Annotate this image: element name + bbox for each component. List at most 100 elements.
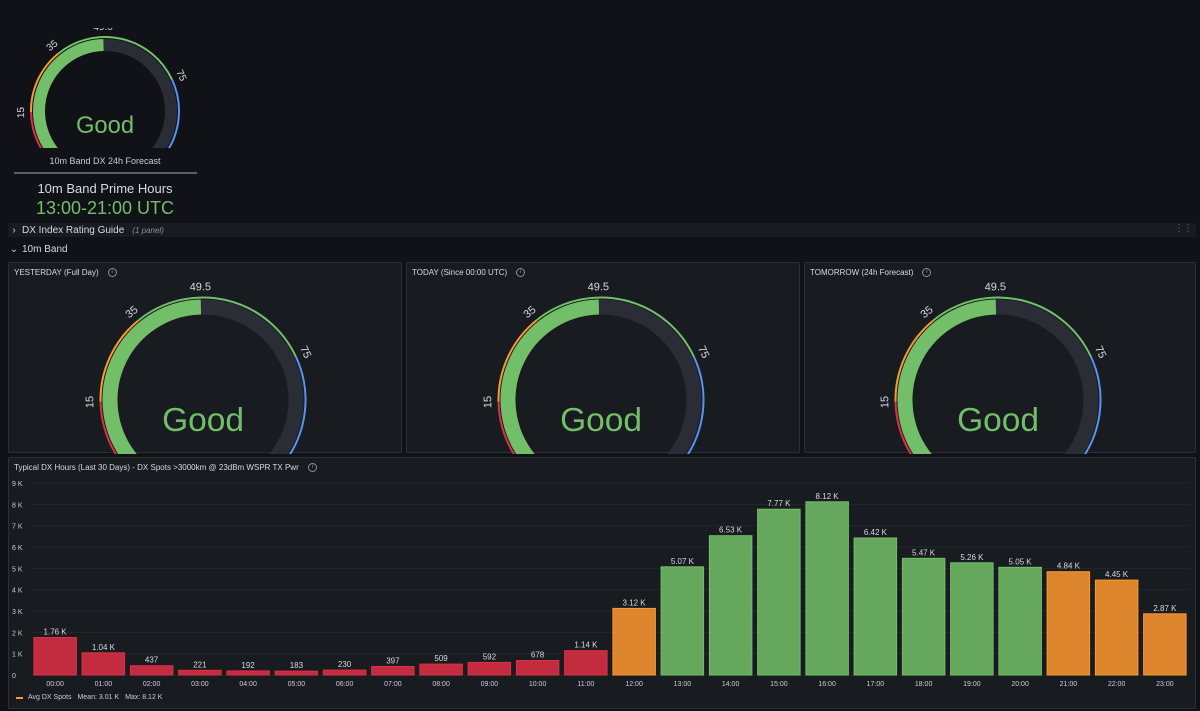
gauge-tick-label: 75: [297, 344, 313, 360]
bar-07:00[interactable]: [371, 666, 415, 676]
gauge-threshold-2: [137, 296, 297, 358]
x-tick-label: 13:00: [674, 681, 692, 688]
x-tick-label: 02:00: [143, 681, 161, 688]
chart-legend[interactable]: Avg DX Spots Mean: 3.01 K Max: 8.12 K: [16, 694, 162, 701]
x-tick-label: 08:00: [432, 681, 450, 688]
bar-11:00[interactable]: [564, 650, 608, 676]
gauge-threshold-3: [1083, 356, 1102, 454]
bar-13:00[interactable]: [660, 566, 705, 676]
row-title: 10m Band: [22, 243, 68, 255]
gauge-tick-label: 49.5: [93, 28, 113, 33]
bar-19:00[interactable]: [950, 562, 994, 676]
legend-max: Max: 8.12 K: [125, 694, 163, 701]
divider: [14, 172, 197, 174]
y-tick-label: 9 K: [12, 481, 23, 488]
gauge-tick-label: 35: [918, 304, 935, 321]
gauge-tick-label: 35: [521, 304, 538, 321]
row-panel-count: (1 panel): [132, 225, 164, 235]
y-tick-label: 8 K: [12, 502, 23, 509]
gauge-tick-label: 15: [879, 396, 891, 408]
gauge-tick-label: 75: [695, 344, 711, 360]
chevron-right-icon: ›: [12, 224, 16, 236]
bar-03:00[interactable]: [178, 669, 222, 676]
gauge-threshold-3: [167, 79, 180, 148]
gauge-status: Good: [76, 112, 134, 139]
bar-value-label: 6.42 K: [864, 528, 888, 537]
chart-title: Typical DX Hours (Last 30 Days) - DX Spo…: [14, 463, 299, 472]
bar-value-label: 221: [193, 660, 207, 669]
gauge-threshold-2: [932, 296, 1092, 358]
info-icon[interactable]: i: [922, 268, 932, 277]
legend-swatch: [16, 696, 23, 699]
bar-value-label: 1.04 K: [92, 643, 116, 652]
bar-21:00[interactable]: [1046, 571, 1091, 676]
bar-14:00[interactable]: [708, 535, 753, 676]
bar-15:00[interactable]: [757, 508, 801, 676]
bar-04:00[interactable]: [226, 670, 270, 676]
row-10m-band[interactable]: ⌄ 10m Band: [8, 242, 1196, 256]
panel-tomorrow[interactable]: TOMORROW (24h Forecast)i 0153549.575100G…: [804, 262, 1196, 454]
bar-20:00[interactable]: [998, 566, 1042, 676]
bar-value-label: 678: [531, 651, 545, 660]
gauge-status: Good: [162, 402, 244, 439]
bar-06:00[interactable]: [322, 669, 367, 676]
gauge-today: 0153549.575100Good: [482, 281, 711, 454]
gauge-tick-label: 15: [482, 396, 494, 408]
panel-dx-hours-chart[interactable]: Typical DX Hours (Last 30 Days) - DX Spo…: [8, 457, 1196, 709]
x-tick-label: 05:00: [288, 681, 306, 688]
y-tick-label: 3 K: [12, 609, 23, 616]
x-tick-label: 21:00: [1060, 681, 1078, 688]
bar-chart: 0 1 K 2 K 3 K 4 K 5 K 6 K 7 K 8 K 9 K 1.76 K 00:00 1…: [12, 481, 1189, 688]
y-tick-label: 0: [12, 673, 16, 680]
gauge-value-arc: [897, 299, 997, 454]
bar-value-label: 8.12 K: [816, 492, 840, 501]
y-tick-label: 1 K: [12, 652, 23, 659]
bar-17:00[interactable]: [853, 537, 898, 676]
x-tick-label: 18:00: [915, 681, 933, 688]
bar-value-label: 437: [145, 656, 159, 665]
panel-yesterday[interactable]: YESTERDAY (Full Day) i 0153549.575100Good: [8, 262, 402, 454]
bar-16:00[interactable]: [805, 501, 849, 676]
x-tick-label: 22:00: [1108, 681, 1126, 688]
x-tick-label: 04:00: [239, 681, 257, 688]
gauge-tick-label: 35: [123, 304, 140, 321]
bar-08:00[interactable]: [419, 663, 463, 676]
x-tick-label: 06:00: [336, 681, 354, 688]
x-tick-label: 09:00: [481, 681, 499, 688]
info-icon[interactable]: i: [516, 268, 526, 277]
bar-05:00[interactable]: [274, 670, 319, 676]
bar-22:00[interactable]: [1094, 579, 1139, 676]
chevron-down-icon: ⌄: [9, 243, 19, 255]
panel-title: TOMORROW (24h Forecast): [810, 268, 914, 277]
x-tick-label: 00:00: [46, 681, 64, 688]
bar-value-label: 4.84 K: [1057, 562, 1081, 571]
gauge-threshold-3: [686, 356, 705, 454]
gauge-status: Good: [560, 402, 642, 439]
gauge-threshold-2: [57, 36, 173, 81]
bar-09:00[interactable]: [467, 661, 512, 676]
bar-value-label: 509: [434, 654, 448, 663]
row-dx-index-rating-guide[interactable]: › DX Index Rating Guide (1 panel) ⋮⋮: [8, 223, 1196, 237]
gauge-tick-label: 75: [1092, 344, 1108, 360]
gauge-threshold-3: [288, 356, 307, 454]
info-icon[interactable]: i: [107, 268, 117, 277]
x-tick-label: 17:00: [867, 681, 885, 688]
forecast-gauge-caption: 10m Band DX 24h Forecast: [49, 156, 161, 166]
bar-02:00[interactable]: [129, 665, 174, 676]
gauge-yesterday: 0153549.575100Good: [84, 281, 313, 454]
bar-value-label: 1.14 K: [574, 641, 598, 650]
bar-01:00[interactable]: [81, 652, 126, 676]
bar-value-label: 5.05 K: [1009, 557, 1033, 566]
bar-23:00[interactable]: [1143, 613, 1187, 676]
panel-today[interactable]: TODAY (Since 00:00 UTC)i 0153549.575100G…: [406, 262, 800, 454]
drag-handle-icon[interactable]: ⋮⋮: [1174, 223, 1193, 234]
gauge-value-arc: [500, 299, 600, 454]
bar-18:00[interactable]: [901, 557, 946, 676]
bar-12:00[interactable]: [612, 607, 656, 676]
bar-00:00[interactable]: [33, 637, 77, 676]
gauge-value-arc: [33, 39, 104, 148]
panel-title: YESTERDAY (Full Day): [14, 268, 99, 277]
bar-value-label: 6.53 K: [719, 526, 743, 535]
info-icon[interactable]: i: [307, 463, 317, 472]
bar-10:00[interactable]: [515, 660, 560, 676]
